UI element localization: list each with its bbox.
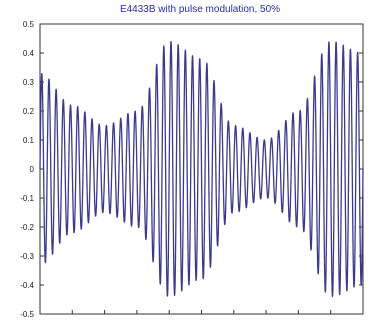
y-tick-label: 0.4 <box>23 49 35 58</box>
series-line <box>39 40 364 298</box>
y-tick-label: 0 <box>30 165 35 174</box>
y-tick-label: 0.5 <box>23 20 35 29</box>
y-tick-label: 0.1 <box>23 136 35 145</box>
y-tick-label: -0.5 <box>20 310 34 319</box>
chart-title: E4433B with pulse modulation, 50% <box>120 4 280 15</box>
y-axis: 0.5 0.4 0.3 0.2 0.1 0 -0.1 -0.2 -0.3 -0.4 -0.5 <box>20 20 363 319</box>
y-tick-label: 0.3 <box>23 78 35 87</box>
y-tick-label: -0.1 <box>20 194 34 203</box>
y-tick-label: 0.2 <box>23 107 35 116</box>
y-tick-label: -0.4 <box>20 281 34 290</box>
series-group <box>39 40 364 298</box>
y-tick-label: -0.3 <box>20 252 34 261</box>
y-tick-label: -0.2 <box>20 223 34 232</box>
